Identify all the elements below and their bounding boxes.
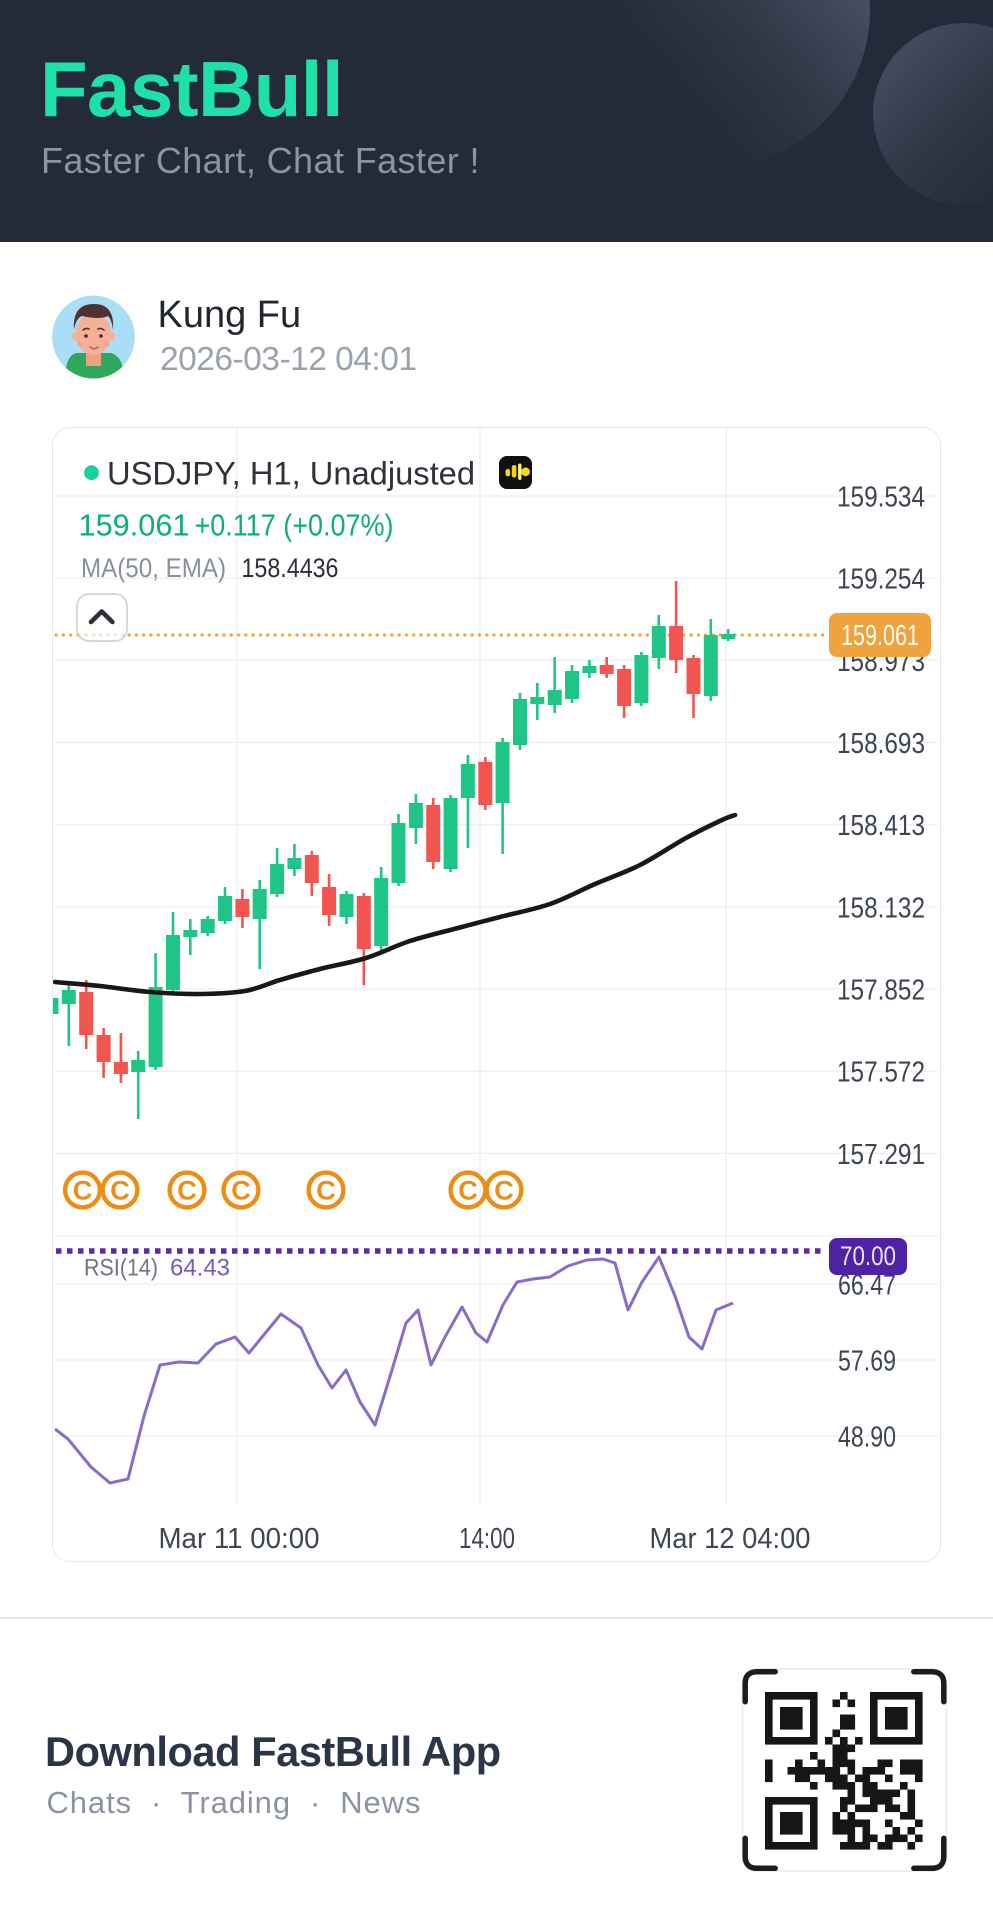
svg-text:C: C (231, 1176, 251, 1206)
svg-text:57.69: 57.69 (838, 1346, 896, 1378)
svg-text:159.061: 159.061 (79, 508, 190, 543)
svg-text:C: C (177, 1176, 197, 1206)
svg-text:Mar 11 00:00: Mar 11 00:00 (159, 1523, 320, 1555)
svg-text:157.572: 157.572 (837, 1057, 925, 1089)
svg-text:+0.117 (+0.07%): +0.117 (+0.07%) (195, 508, 394, 543)
svg-text:C: C (458, 1176, 478, 1206)
svg-text:RSI(14): RSI(14) (84, 1255, 158, 1282)
svg-text:158.132: 158.132 (837, 892, 925, 924)
svg-text:MA(50, EMA): MA(50, EMA) (81, 553, 226, 583)
svg-text:157.291: 157.291 (837, 1139, 925, 1171)
svg-text:159.254: 159.254 (837, 564, 925, 596)
svg-text:C: C (73, 1176, 93, 1206)
svg-text:70.00: 70.00 (840, 1241, 896, 1271)
svg-text:14:00: 14:00 (459, 1523, 515, 1555)
svg-text:USDJPY, H1, Unadjusted: USDJPY, H1, Unadjusted (107, 456, 475, 492)
svg-text:157.852: 157.852 (837, 975, 925, 1007)
svg-text:64.43: 64.43 (170, 1255, 230, 1282)
svg-text:48.90: 48.90 (838, 1422, 896, 1454)
svg-text:C: C (316, 1176, 336, 1206)
svg-text:159.534: 159.534 (837, 482, 925, 514)
svg-text:Mar 12 04:00: Mar 12 04:00 (650, 1523, 811, 1555)
svg-text:159.061: 159.061 (841, 620, 919, 652)
svg-text:C: C (110, 1176, 130, 1206)
svg-text:158.4436: 158.4436 (242, 553, 339, 583)
svg-text:158.693: 158.693 (837, 728, 925, 760)
svg-text:C: C (494, 1176, 514, 1206)
svg-text:158.413: 158.413 (837, 810, 925, 842)
